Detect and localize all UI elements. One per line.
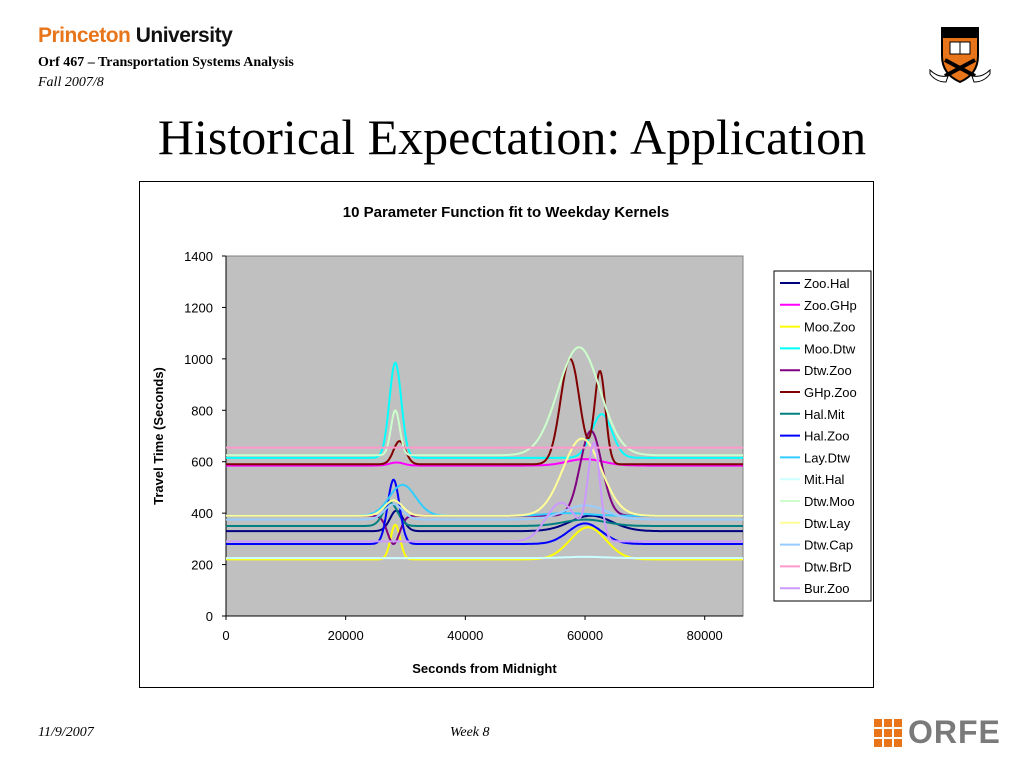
y-tick-label: 1400 [184,249,213,264]
legend-label: Mit.Hal [804,472,845,487]
legend-label: Lay.Dtw [804,450,851,465]
legend-label: Hal.Mit [804,407,845,422]
series-line-mit-hal [226,555,743,560]
x-tick-label: 40000 [447,628,483,643]
y-tick-label: 800 [191,403,213,418]
x-tick-label: 20000 [328,628,364,643]
legend-label: Dtw.Lay [804,516,851,531]
x-tick-label: 60000 [567,628,603,643]
x-tick-label: 80000 [687,628,723,643]
y-axis-label: Travel Time (Seconds) [151,367,166,505]
y-tick-label: 1000 [184,352,213,367]
series-line-zoo-hal [226,509,743,533]
series-line-moo-dtw [226,361,743,459]
legend-label: Dtw.Zoo [804,363,852,378]
legend-label: Moo.Zoo [804,320,855,335]
legend-label: Bur.Zoo [804,581,850,596]
logo-princeton: Princeton [38,24,131,47]
term-label: Fall 2007/8 [38,75,104,90]
series-line-dtw-cap [226,503,743,521]
legend-label: Zoo.GHp [804,298,857,313]
legend-label: Hal.Zoo [804,429,850,444]
legend-label: Zoo.Hal [804,276,850,291]
legend-label: Dtw.Cap [804,538,853,553]
orfe-grid-icon [874,719,904,749]
y-tick-label: 400 [191,506,213,521]
legend-label: Dtw.BrD [804,559,852,574]
series-line-ghp-zoo [226,357,743,466]
plot-area [225,255,744,617]
chart-frame: 10 Parameter Function fit to Weekday Ker… [139,181,874,688]
x-tick-label: 0 [222,628,229,643]
y-tick-label: 200 [191,558,213,573]
footer-date: 11/9/2007 [38,725,94,740]
princeton-shield-icon [929,27,991,84]
course-title: Orf 467 – Transportation Systems Analysi… [38,55,294,70]
line-chart: 10 Parameter Function fit to Weekday Ker… [151,204,872,676]
y-tick-label: 0 [206,609,213,624]
series-line-zoo-ghp [226,458,743,467]
y-tick-label: 1200 [184,300,213,315]
chart-title: 10 Parameter Function fit to Weekday Ker… [343,204,670,221]
x-axis-label: Seconds from Midnight [412,661,557,676]
series-line-dtw-moo [226,346,743,457]
footer-week: Week 8 [450,725,490,740]
princeton-university-logo: Princeton University [38,24,233,48]
slide-title: Historical Expectation: Application [157,109,867,165]
series-line-hal-zoo [226,478,743,545]
legend-label: Dtw.Moo [804,494,855,509]
orfe-logo: ORFE [874,714,1004,750]
logo-university: University [135,24,233,47]
legend-label: GHp.Zoo [804,385,857,400]
y-tick-label: 600 [191,455,213,470]
orfe-logo-text: ORFE [908,714,1001,750]
series-line-hal-mit [226,501,743,527]
series-line-bur-zoo [226,441,743,543]
series-line-moo-zoo [226,523,743,561]
legend-label: Moo.Dtw [804,341,856,356]
series-line-dtw-lay [226,437,743,517]
